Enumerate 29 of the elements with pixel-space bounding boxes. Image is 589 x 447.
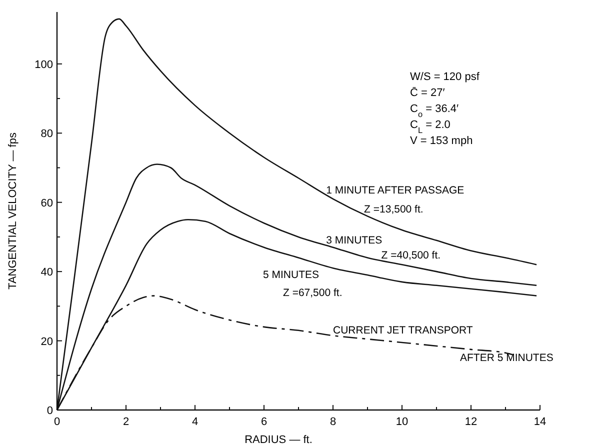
y-tick-label: 20 <box>40 336 53 348</box>
x-tick-label: 10 <box>396 416 408 428</box>
annotation: Z =67,500 ft. <box>283 287 342 299</box>
annotation: Z =40,500 ft. <box>381 249 441 262</box>
y-tick-label: 0 <box>46 405 53 417</box>
annotation: Z =13,500 ft. <box>364 203 424 216</box>
y-axis-title: TANGENTIAL VELOCITY — fps <box>7 132 19 290</box>
annotation: 3 MINUTES <box>326 234 382 246</box>
x-tick-label: 12 <box>464 416 478 428</box>
annotation: C$_{o}$ = 36.4′ <box>410 103 459 118</box>
x-tick-label: 14 <box>534 416 546 428</box>
annotation: CURRENT JET TRANSPORT <box>333 324 474 337</box>
annotation: C̄ = 27′ <box>410 86 445 99</box>
y-tick-label: 100 <box>34 58 53 71</box>
x-tick-label: 4 <box>192 416 198 428</box>
x-tick-label: 2 <box>122 416 130 428</box>
annotation: AFTER 5 MINUTES <box>460 352 554 364</box>
x-tick-label: 8 <box>330 416 336 428</box>
y-tick-label: 40 <box>40 266 53 279</box>
y-tick-label: 60 <box>40 197 53 210</box>
annotation: 5 MINUTES <box>263 269 320 281</box>
annotation: W/S = 120 psf <box>410 71 480 83</box>
annotation: 1 MINUTE AFTER PASSAGE <box>326 184 464 196</box>
x-tick-label: 0 <box>54 416 60 428</box>
annotation: C$_{L}$ = 2.0 <box>410 119 450 134</box>
annotation: V = 153 mph <box>410 135 473 147</box>
x-axis-title: RADIUS — ft. <box>244 434 312 446</box>
y-tick-label: 80 <box>40 128 53 140</box>
x-tick-label: 6 <box>260 416 268 428</box>
